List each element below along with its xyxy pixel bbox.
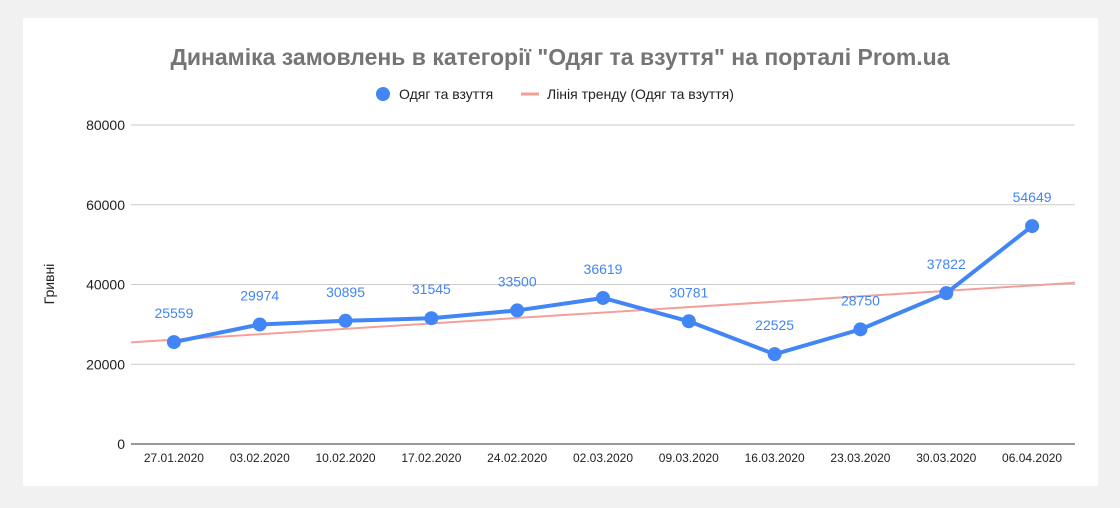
data-label: 28750 [841,292,880,308]
data-point [166,335,181,350]
y-axis-ticks: 0 20000 40000 60000 80000 [86,117,125,452]
legend-trend-label: Лінія тренду (Одяг та взуття) [547,86,734,102]
data-point [252,317,267,332]
trend-line-group [130,281,1076,344]
data-label: 25559 [154,305,193,321]
data-label: 54649 [1013,189,1052,205]
x-tick-label: 03.02.2020 [230,451,290,465]
trend-line [130,281,1076,344]
x-tick-label: 02.03.2020 [573,451,633,465]
data-label: 31545 [412,281,451,297]
line-chart: Динаміка замовлень в категорії "Одяг та … [41,44,1076,465]
data-point [1025,219,1040,234]
y-tick-label: 80000 [86,117,125,133]
x-tick-label: 10.02.2020 [316,451,376,465]
data-point [424,311,439,326]
x-tick-label: 24.02.2020 [487,451,547,465]
data-point [767,347,782,362]
data-label: 37822 [927,256,966,272]
chart-card: Динаміка замовлень в категорії "Одяг та … [23,18,1098,486]
x-tick-label: 23.03.2020 [830,451,890,465]
legend-series-marker [376,87,390,101]
data-label: 22525 [755,317,794,333]
series-line [171,224,1035,357]
y-axis-label: Гривні [41,264,57,305]
y-tick-label: 0 [117,436,125,452]
data-point [681,314,696,329]
x-tick-label: 16.03.2020 [745,451,805,465]
y-tick-label: 40000 [86,277,125,293]
x-tick-label: 27.01.2020 [144,451,204,465]
chart-title: Динаміка замовлень в категорії "Одяг та … [170,44,949,70]
x-tick-label: 17.02.2020 [401,451,461,465]
legend-series-label: Одяг та взуття [399,86,493,102]
y-tick-label: 20000 [86,356,125,372]
data-label: 33500 [498,273,537,289]
data-label: 30895 [326,284,365,300]
data-point [596,290,610,305]
data-label: 36619 [584,261,623,277]
data-point [338,313,353,328]
data-label: 30781 [669,284,708,300]
data-point [853,322,868,337]
data-point [939,286,954,301]
data-point [510,303,525,318]
x-tick-label: 30.03.2020 [916,451,976,465]
x-tick-label: 09.03.2020 [659,451,719,465]
x-axis-ticks: 27.01.2020 03.02.2020 10.02.2020 17.02.2020… [144,451,1063,465]
x-tick-label: 06.04.2020 [1002,451,1062,465]
grid [131,124,1075,445]
data-labels: 25559 29974 30895 31545 33500 36619 30781 22525… [154,189,1051,333]
y-tick-label: 60000 [86,197,125,213]
series-group [166,219,1040,362]
data-label: 29974 [240,287,279,303]
legend: Одяг та взуття Лінія тренду (Одяг та взу… [376,86,734,102]
